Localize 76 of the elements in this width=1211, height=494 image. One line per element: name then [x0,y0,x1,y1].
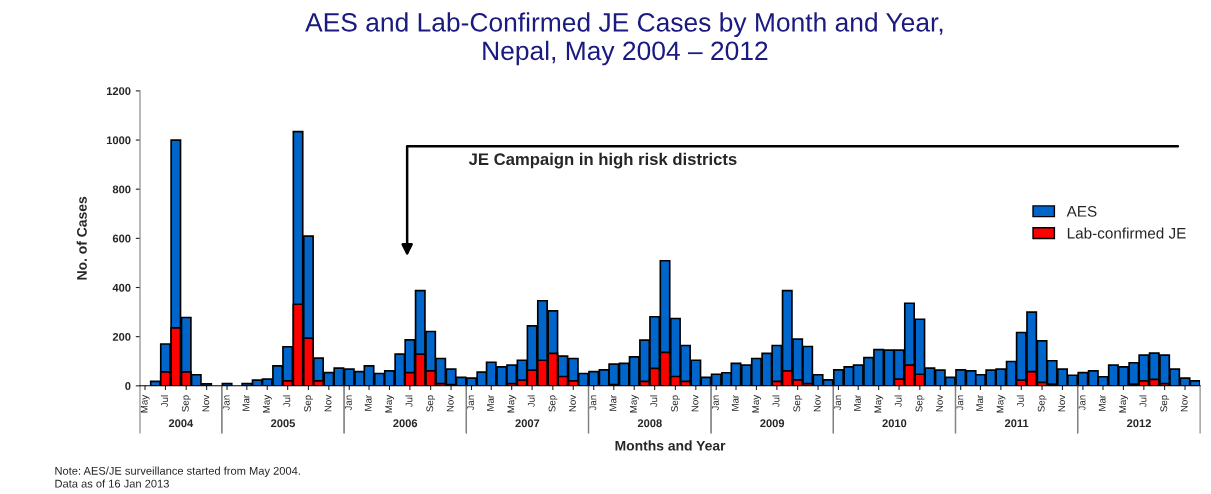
x-tick-label: May [385,394,394,413]
text: 2004 [168,419,194,428]
x-tick-label: May [263,394,272,413]
x-tick-label: Jul [1016,395,1024,408]
x-tick-label: Jul [894,395,902,408]
x-tick-label: Nov [813,394,821,412]
x-tick-label: Mar [854,395,861,411]
x-tick-label: May [1119,394,1128,413]
x-tick-label: May [752,394,761,413]
x-tick-label: Jan [712,395,719,411]
annotation: JE Campaign in high risk districts [468,152,737,169]
x-axis-title: Months and Year [615,440,726,451]
y-tick-label: 0 [125,382,131,390]
x-tick-label: Mar [731,395,739,411]
y-tick-label: 400 [112,283,131,292]
x-tick-label: Jul [160,395,169,408]
x-tick-label: Jul [405,395,413,408]
y-axis-title: No. of Cases [76,196,87,280]
text: 2009 [760,419,785,428]
y-tick-label: 800 [112,185,131,194]
x-tick-label: Jan [589,395,597,411]
x-tick-label: Nov [936,394,943,412]
legend-label: AES [1066,205,1097,217]
x-tick-label: Mar [1098,395,1106,411]
x-tick-label: Sep [1160,395,1170,412]
x-tick-label: Jan [345,395,352,411]
x-tick-label: Mar [609,395,617,411]
text: 2010 [882,419,907,428]
x-tick-label: May [140,394,150,413]
text: Data as of 16 Jan 2013 [55,479,169,488]
y-tick-label: 600 [112,234,131,243]
x-tick-label: May [507,394,517,413]
x-tick-label: Nov [324,394,332,412]
x-tick-label: Sep [426,395,436,412]
x-tick-label: May [996,394,1006,413]
x-tick-label: Nov [1180,394,1188,412]
x-tick-label: Jul [283,395,291,408]
x-tick-label: Sep [304,395,313,412]
x-tick-label: Nov [446,394,454,412]
x-tick-label: Sep [1037,395,1047,412]
x-tick-label: Mar [976,395,984,411]
y-tick-label: 1200 [106,87,131,96]
text: 2008 [637,419,662,428]
text: 2007 [515,419,540,428]
x-tick-label: Mar [487,395,494,411]
text: Note: AES/JE surveillance started from May 2004. [55,466,300,477]
text: 2006 [393,419,418,428]
x-tick-label: Sep [671,395,680,412]
x-tick-label: Jul [650,395,658,408]
x-tick-label: Nov [569,394,576,412]
x-tick-label: May [874,394,884,413]
y-tick-label: 1000 [106,136,131,145]
text: 2011 [1004,419,1029,428]
x-tick-label: Jan [467,395,475,411]
x-tick-label: Nov [691,394,699,412]
text: 2005 [271,419,296,428]
x-tick-label: Jan [956,395,964,411]
x-tick-label: Sep [181,395,191,412]
x-tick-label: May [630,394,639,413]
x-tick-label: Mar [364,395,372,411]
chart-title: AES and Lab-Confirmed JE Cases by Month and Year, Nepal, May 2004 – 2012 [305,12,943,66]
x-tick-label: Jan [834,395,842,411]
text: 2012 [1127,419,1151,428]
x-tick-label: Sep [915,395,925,412]
x-tick-label: Sep [793,395,803,412]
legend-label: Lab-confirmed JE [1067,227,1186,239]
x-tick-label: Sep [548,395,558,412]
y-tick-label: 200 [112,332,131,341]
x-tick-label: Jul [1139,395,1147,408]
x-tick-label: Jan [222,395,230,411]
x-tick-label: Nov [1058,394,1066,412]
x-tick-label: Jul [527,395,535,408]
x-tick-label: Jul [772,395,780,408]
x-tick-label: Jan [1078,395,1086,411]
x-tick-label: Mar [242,395,250,411]
x-tick-label: Nov [202,394,210,412]
